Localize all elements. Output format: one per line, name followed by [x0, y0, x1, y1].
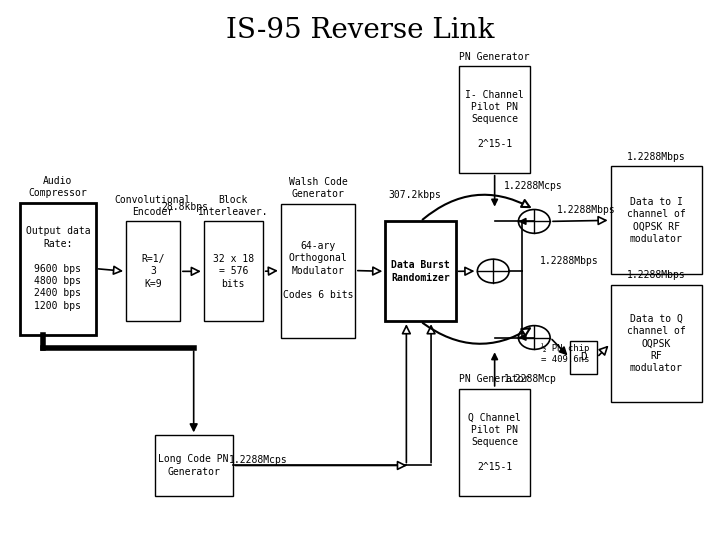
Bar: [385, 221, 456, 321]
Text: PN Generator: PN Generator: [459, 51, 530, 62]
Bar: [126, 221, 180, 321]
Bar: [459, 66, 530, 173]
Text: 28.8kbps: 28.8kbps: [161, 202, 208, 212]
Bar: [570, 341, 597, 374]
Text: Q Channel
Pilot PN
Sequence

2^15-1: Q Channel Pilot PN Sequence 2^15-1: [468, 413, 521, 472]
Text: Walsh Code
Generator: Walsh Code Generator: [289, 177, 347, 199]
Text: 1.2288Mcp: 1.2288Mcp: [504, 374, 557, 384]
Bar: [611, 166, 702, 274]
Text: 1.2288Mbps: 1.2288Mbps: [557, 205, 616, 214]
Text: 1.2288Mbps: 1.2288Mbps: [627, 270, 685, 280]
Bar: [204, 221, 263, 321]
Bar: [155, 435, 233, 496]
Text: I- Channel
Pilot PN
Sequence

2^15-1: I- Channel Pilot PN Sequence 2^15-1: [465, 90, 524, 149]
Text: 1.2288Mcps: 1.2288Mcps: [228, 455, 287, 465]
Text: 32 x 18
= 576
bits: 32 x 18 = 576 bits: [212, 254, 254, 289]
Bar: [281, 204, 355, 338]
Text: Audio
Compressor: Audio Compressor: [29, 176, 87, 198]
Text: Long Code PN
Generator: Long Code PN Generator: [158, 454, 229, 477]
Text: Data to I
channel of
OQPSK RF
modulator: Data to I channel of OQPSK RF modulator: [627, 197, 685, 244]
Text: Data Burst
Randomizer: Data Burst Randomizer: [391, 260, 450, 282]
Text: R=1/
3
K=9: R=1/ 3 K=9: [141, 254, 165, 289]
Text: 64-ary
Orthogonal
Modulator

Codes 6 bits: 64-ary Orthogonal Modulator Codes 6 bits: [283, 241, 353, 300]
Text: 1.2288Mcps: 1.2288Mcps: [504, 181, 563, 191]
Text: Convolutional
Encoder: Convolutional Encoder: [114, 195, 192, 217]
Text: IS-95 Reverse Link: IS-95 Reverse Link: [226, 17, 494, 44]
Text: D: D: [580, 353, 587, 362]
Bar: [20, 202, 96, 335]
Text: 1.2288Mbps: 1.2288Mbps: [540, 256, 599, 266]
Bar: [611, 285, 702, 402]
Text: Block
Interleaver.: Block Interleaver.: [198, 195, 269, 217]
Bar: [459, 389, 530, 496]
Text: 1.2288Mbps: 1.2288Mbps: [627, 152, 685, 162]
Text: Output data
Rate:

9600 bps
4800 bps
2400 bps
1200 bps: Output data Rate: 9600 bps 4800 bps 2400…: [26, 226, 90, 311]
Text: ½ PN chip
= 409.6ns: ½ PN chip = 409.6ns: [541, 343, 590, 363]
Text: PN Generator: PN Generator: [459, 374, 530, 384]
Text: Data to Q
channel of
OQPSK
RF
modulator: Data to Q channel of OQPSK RF modulator: [627, 314, 685, 373]
Text: 307.2kbps: 307.2kbps: [389, 191, 441, 200]
